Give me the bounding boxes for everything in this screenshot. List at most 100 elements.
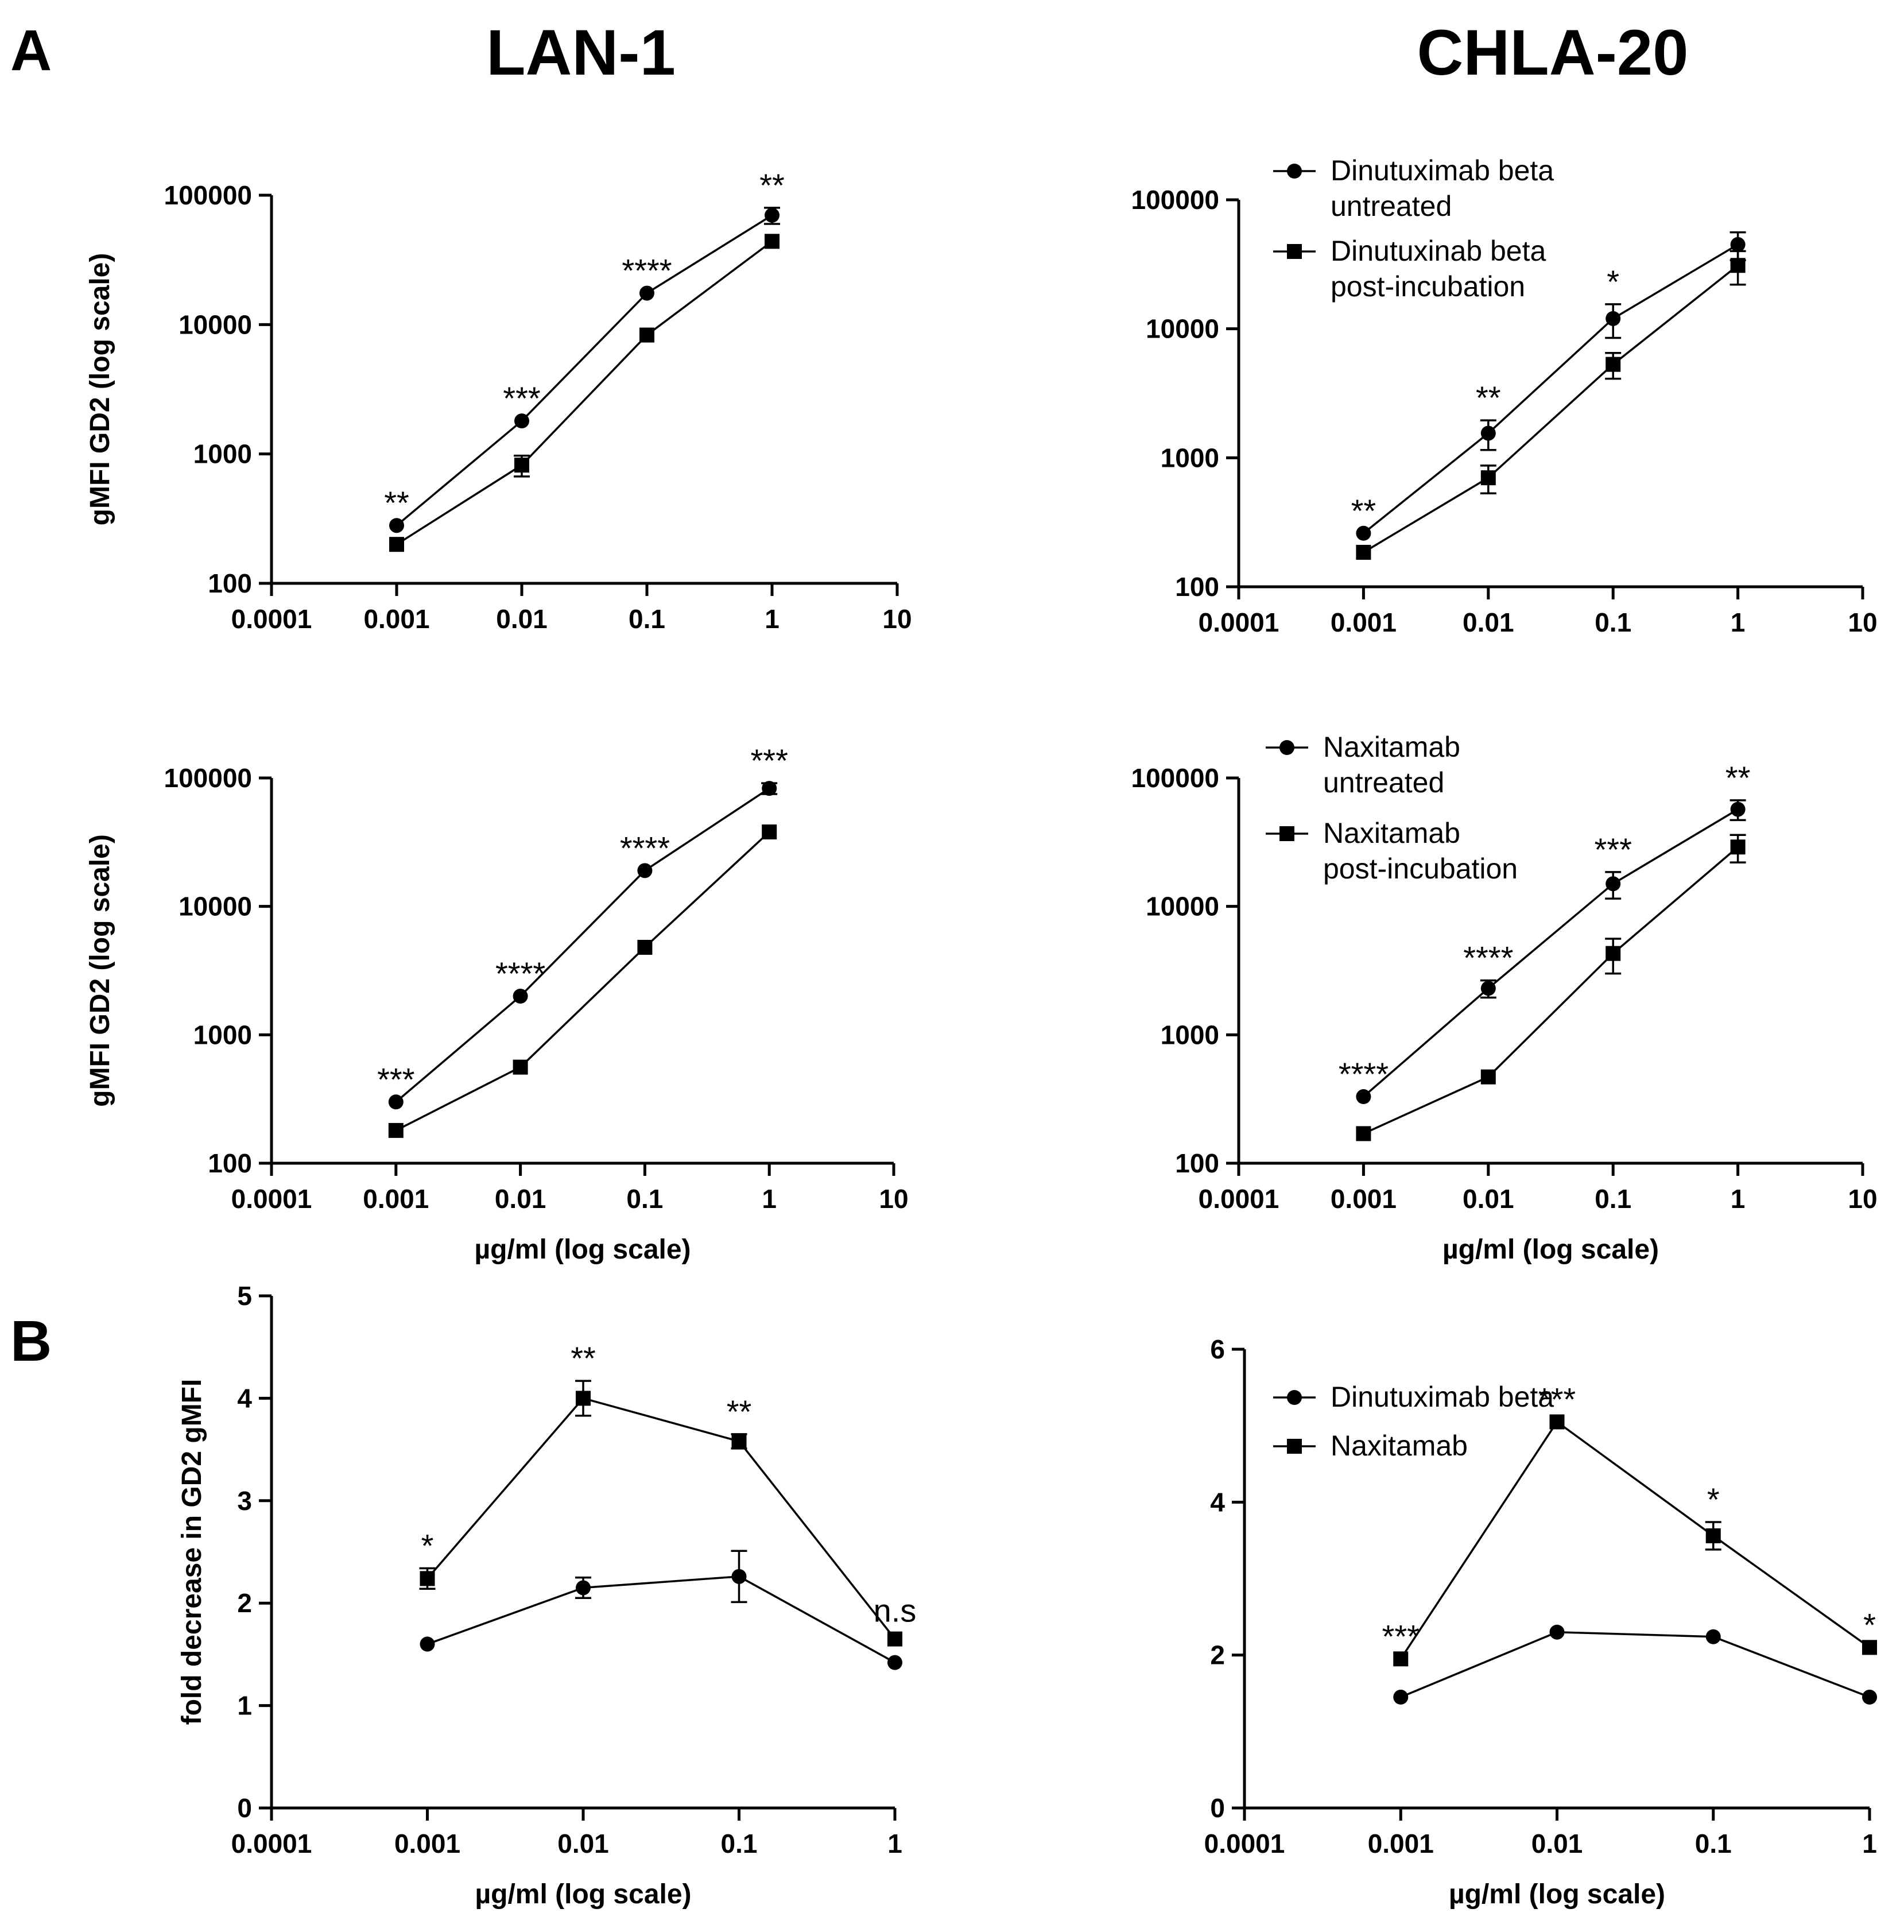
data-point-square (1730, 258, 1746, 273)
data-point-circle (1356, 525, 1371, 541)
significance-annotation: ** (759, 167, 785, 203)
significance-annotation: **** (1463, 940, 1513, 976)
x-tick-label: 10 (879, 1184, 908, 1214)
series-line-square (396, 240, 773, 545)
x-tick-label: 0.1 (629, 604, 665, 634)
y-tick-label: 3 (237, 1486, 252, 1516)
significance-annotation: * (1607, 264, 1619, 300)
y-tick-label: 100000 (164, 180, 253, 210)
y-tick-label: 0 (237, 1793, 252, 1823)
significance-annotation: ** (1725, 760, 1751, 796)
y-axis-label: gMFI GD2 (log scale) (85, 834, 115, 1107)
series-line-circle (1363, 243, 1739, 535)
series-line-square (426, 1397, 896, 1640)
series-line-square (1399, 1420, 1871, 1660)
x-tick-label: 1 (1731, 607, 1746, 637)
y-tick-label: 1000 (1161, 443, 1219, 473)
data-point-circle (639, 285, 654, 301)
data-point-circle (420, 1636, 435, 1652)
data-point-circle (1606, 876, 1621, 892)
x-tick-label: 1 (762, 1184, 777, 1214)
y-tick-label: 10000 (1146, 892, 1219, 922)
data-point-circle (1480, 981, 1496, 996)
significance-annotation: ** (384, 485, 409, 521)
x-tick-label: 0.0001 (1199, 607, 1279, 637)
x-tick-label: 0.01 (1463, 1184, 1514, 1214)
y-tick-label: 4 (1210, 1487, 1225, 1517)
y-tick-label: 100000 (1131, 185, 1220, 215)
significance-annotation: ** (1351, 493, 1376, 529)
data-point-circle (1356, 1089, 1371, 1105)
y-tick-label: 1 (237, 1691, 252, 1721)
data-point-square (1480, 1069, 1496, 1085)
legend-label: untreated (1323, 766, 1444, 799)
chart-b-lan1-fold-decrease: 0.0001 0.001 0.01 0.1 1 0 1 2 3 4 5 fold decrease i… (177, 1281, 916, 1910)
x-tick-label: 0.1 (1695, 1829, 1732, 1859)
x-tick-label: 0.01 (1531, 1829, 1583, 1859)
data-point-circle (1730, 802, 1746, 817)
y-tick-label: 1000 (1161, 1020, 1219, 1050)
significance-annotation: ** (571, 1340, 596, 1376)
significance-annotation: * (1863, 1606, 1876, 1643)
legend-label: Dinutuximab beta (1331, 154, 1554, 187)
data-point-circle (1862, 1689, 1877, 1705)
y-tick-label: 1000 (193, 1020, 252, 1050)
significance-annotation: **** (620, 830, 670, 866)
data-point-circle (388, 1094, 404, 1110)
y-tick-label: 2 (237, 1588, 252, 1618)
significance-annotation: **** (622, 253, 672, 289)
data-point-circle (731, 1569, 747, 1584)
x-axis-label: µg/ml (log scale) (1442, 1234, 1659, 1265)
legend-label: Naxitamab (1323, 817, 1460, 849)
data-point-circle (1730, 237, 1746, 252)
data-point-square (1393, 1651, 1409, 1667)
chart-a-chla20-naxitamab: 0.0001 0.001 0.01 0.1 1 10 100 1000 10000 100000 µ… (1131, 731, 1878, 1265)
data-point-square (1356, 544, 1371, 560)
significance-annotation: n.s (874, 1593, 917, 1629)
chart-a-lan1-dinutuximab: 0.0001 0.001 0.01 0.1 1 10 100 1000 10000 100000 g… (85, 167, 912, 634)
legend-marker-square (1287, 244, 1302, 259)
y-tick-label: 100 (208, 568, 252, 598)
data-point-square (762, 824, 777, 839)
y-tick-label: 100000 (164, 763, 253, 793)
x-tick-label: 10 (882, 604, 912, 634)
series-line-square (1363, 846, 1739, 1135)
data-point-square (1705, 1528, 1721, 1543)
legend-label: post-incubation (1331, 270, 1525, 303)
legend-label: Dinutuximab beta (1331, 1381, 1554, 1413)
y-axis-label: fold decrease in GD2 gMFI (177, 1379, 207, 1725)
x-tick-label: 0.001 (363, 1184, 429, 1214)
data-point-square (388, 1122, 404, 1138)
significance-annotation: *** (1595, 831, 1632, 868)
significance-annotation: *** (1538, 1381, 1576, 1418)
data-point-square (637, 939, 653, 955)
data-point-square (389, 537, 404, 552)
significance-annotation: **** (495, 955, 545, 992)
data-point-square (1480, 470, 1496, 486)
data-point-square (576, 1391, 591, 1406)
data-point-circle (389, 518, 404, 533)
legend-label: post-incubation (1323, 853, 1518, 885)
data-point-circle (1606, 311, 1621, 326)
y-tick-label: 1000 (193, 439, 252, 469)
y-tick-label: 5 (237, 1281, 252, 1311)
y-tick-label: 10000 (179, 309, 252, 339)
data-point-square (1730, 839, 1746, 855)
x-tick-label: 0.1 (721, 1829, 758, 1859)
data-point-square (887, 1631, 902, 1647)
x-tick-label: 1 (1731, 1184, 1746, 1214)
data-point-square (420, 1571, 435, 1586)
y-tick-label: 100 (1175, 1148, 1219, 1178)
x-tick-label: 0.1 (626, 1184, 663, 1214)
significance-annotation: **** (1339, 1056, 1389, 1092)
x-tick-label: 0.01 (557, 1829, 609, 1859)
column-title-lan1: LAN-1 (486, 17, 676, 88)
data-point-circle (576, 1580, 591, 1596)
y-axis-label: gMFI GD2 (log scale) (85, 253, 115, 526)
y-tick-label: 2 (1210, 1640, 1225, 1670)
data-point-square (639, 327, 654, 343)
x-tick-label: 0.001 (1331, 1184, 1397, 1214)
data-point-circle (887, 1655, 902, 1670)
series-line-circle (1363, 808, 1739, 1098)
x-tick-label: 0.001 (394, 1829, 460, 1859)
